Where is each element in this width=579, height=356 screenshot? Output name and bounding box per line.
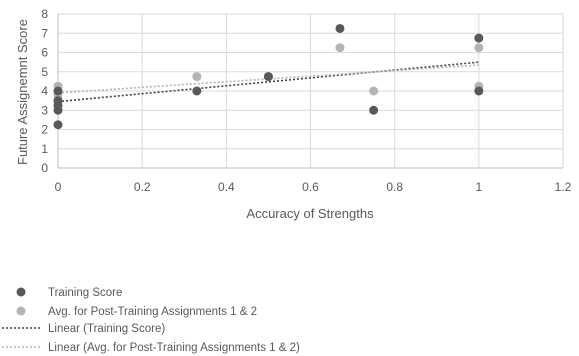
y-tick-label: 4	[41, 84, 48, 98]
trendline-training	[57, 61, 479, 103]
legend-marker-average	[16, 306, 26, 316]
point-training-score	[474, 33, 484, 43]
legend-label-average: Avg. for Post-Training Assignments 1 & 2	[48, 306, 257, 318]
y-tick-label: 0	[41, 161, 48, 175]
legend: Training Score Avg. for Post-Training As…	[2, 287, 300, 354]
x-tick-label: 0.6	[302, 180, 319, 194]
data-points	[53, 23, 484, 130]
legend-label-training: Training Score	[48, 287, 122, 299]
point-training-score	[369, 105, 379, 115]
x-axis-title: Accuracy of Strengths	[246, 206, 374, 221]
point-training-score	[192, 86, 202, 96]
point-training-score	[53, 120, 63, 130]
y-tick-label: 2	[41, 123, 48, 137]
point-post-training-avg	[474, 43, 484, 53]
trendlines	[57, 61, 479, 103]
legend-label-training-trend: Linear (Training Score)	[48, 323, 165, 335]
gridlines	[58, 13, 564, 168]
point-training-score	[53, 86, 63, 96]
x-tick-label: 0.8	[386, 180, 403, 194]
point-training-score	[263, 72, 273, 82]
y-tick-label: 5	[41, 65, 48, 79]
legend-marker-training	[16, 287, 26, 297]
y-tick-label: 6	[41, 46, 48, 60]
point-post-training-avg	[335, 43, 345, 53]
tick-labels: 0 1 2 3 4 5 6 7 8 0 0.2 0.4 0.6 0.8 1 1.2	[41, 7, 571, 194]
y-tick-label: 1	[41, 142, 48, 156]
x-tick-label: 0.4	[218, 180, 235, 194]
x-tick-label: 1	[475, 180, 482, 194]
x-tick-label: 0.2	[134, 180, 151, 194]
y-tick-label: 3	[41, 103, 48, 117]
point-post-training-avg	[369, 86, 379, 96]
y-tick-label: 7	[41, 26, 48, 40]
y-axis-title: Future Assignemnt Score	[15, 19, 30, 165]
x-tick-label: 0	[55, 180, 62, 194]
x-tick-label: 1.2	[555, 180, 572, 194]
point-post-training-avg	[192, 72, 202, 82]
point-training-score	[335, 23, 345, 33]
point-training-score	[53, 96, 63, 106]
y-tick-label: 8	[41, 7, 48, 21]
legend-label-average-trend: Linear (Avg. for Post-Training Assignmen…	[48, 342, 300, 354]
point-training-score	[474, 86, 484, 96]
